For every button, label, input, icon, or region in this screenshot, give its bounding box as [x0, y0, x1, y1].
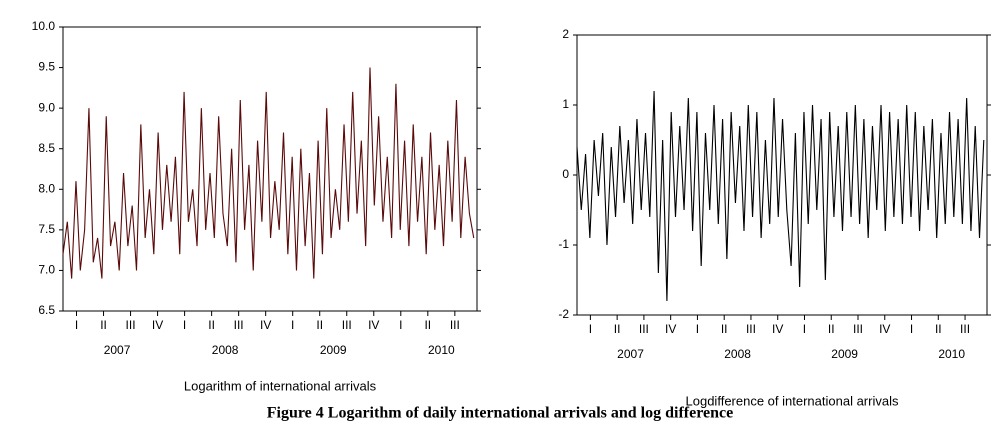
y-tick-label: 2	[562, 27, 569, 41]
x-tick-label: IV	[260, 318, 271, 332]
x-year-label: 2009	[831, 347, 858, 361]
x-tick-label: IV	[368, 318, 379, 332]
x-tick-label: I	[75, 318, 78, 332]
x-tick-label: II	[316, 318, 323, 332]
chart-title: Logdifference of international arrivals	[686, 393, 899, 408]
data-line	[576, 90, 985, 302]
x-tick-label: III	[234, 318, 244, 332]
chart-title: Logarithm of international arrivals	[184, 378, 377, 393]
plot-frame	[576, 34, 988, 316]
y-tick-label: 9.0	[38, 100, 55, 114]
y-tick-label: 0	[562, 167, 569, 181]
x-tick-label: II	[828, 322, 835, 336]
x-tick-label: II	[208, 318, 215, 332]
x-tick-label: III	[746, 322, 756, 336]
x-tick-label: III	[342, 318, 352, 332]
x-tick-label: II	[424, 318, 431, 332]
plot-frame	[62, 26, 478, 312]
x-year-label: 2008	[724, 347, 751, 361]
x-year-label: 2009	[320, 343, 347, 357]
x-tick-label: I	[803, 322, 806, 336]
x-tick-label: II	[100, 318, 107, 332]
y-tick-label: 1	[562, 97, 569, 111]
x-tick-label: III	[639, 322, 649, 336]
x-tick-label: I	[910, 322, 913, 336]
y-tick-label: 7.5	[38, 222, 55, 236]
x-tick-label: IV	[772, 322, 783, 336]
figure-caption: Figure 4 Logarithm of daily internationa…	[267, 405, 734, 422]
y-tick-label: -1	[558, 237, 569, 251]
x-tick-label: IV	[152, 318, 163, 332]
x-year-label: 2008	[212, 343, 239, 357]
x-tick-label: III	[960, 322, 970, 336]
x-year-label: 2007	[104, 343, 131, 357]
x-year-label: 2007	[617, 347, 644, 361]
data-line	[62, 67, 475, 279]
x-tick-label: II	[721, 322, 728, 336]
y-tick-label: -2	[558, 307, 569, 321]
y-tick-label: 10.0	[32, 19, 56, 33]
x-tick-label: I	[696, 322, 699, 336]
x-tick-label: III	[853, 322, 863, 336]
x-tick-label: I	[589, 322, 592, 336]
x-tick-label: II	[935, 322, 942, 336]
x-year-label: 2010	[938, 347, 965, 361]
x-tick-label: III	[126, 318, 136, 332]
x-tick-label: II	[614, 322, 621, 336]
x-tick-label: I	[399, 318, 402, 332]
y-tick-label: 8.0	[38, 181, 55, 195]
x-tick-label: IV	[665, 322, 676, 336]
y-tick-label: 8.5	[38, 141, 55, 155]
x-tick-label: III	[450, 318, 460, 332]
x-year-label: 2010	[428, 343, 455, 357]
y-tick-label: 9.5	[38, 60, 55, 74]
x-tick-label: IV	[879, 322, 890, 336]
y-tick-label: 6.5	[38, 303, 55, 317]
x-tick-label: I	[183, 318, 186, 332]
x-tick-label: I	[291, 318, 294, 332]
y-tick-label: 7.0	[38, 263, 55, 277]
